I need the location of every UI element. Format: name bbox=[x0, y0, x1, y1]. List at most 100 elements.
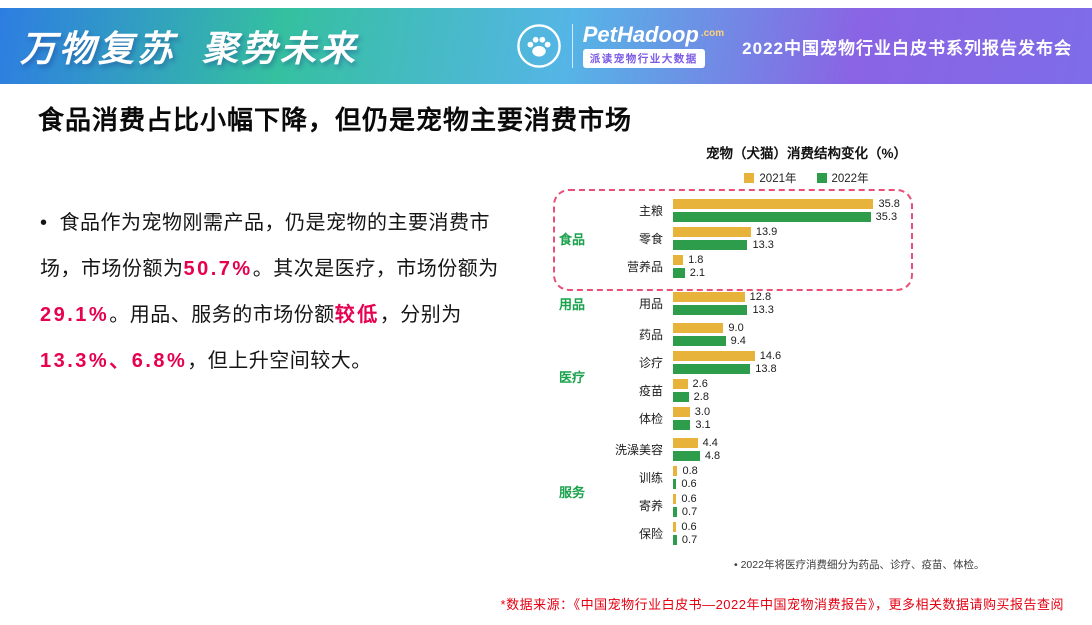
body-text: ，分别为 bbox=[379, 304, 462, 326]
bar-2021 bbox=[673, 322, 724, 333]
bar-value: 35.8 bbox=[878, 197, 900, 210]
bar-2021 bbox=[673, 198, 874, 209]
highlighted-text: 13.3%、6.8% bbox=[40, 350, 188, 372]
item-label: 营养品 bbox=[626, 259, 663, 274]
bar-line: 0.6 bbox=[673, 492, 1064, 505]
bar-line: 3.1 bbox=[673, 419, 1064, 431]
legend-item: 2021年 bbox=[744, 170, 797, 186]
bar-value: 0.8 bbox=[682, 464, 698, 477]
bar-line: 13.3 bbox=[673, 239, 1064, 251]
bar-line: 0.7 bbox=[673, 505, 1064, 518]
bar-2022 bbox=[673, 391, 689, 402]
item-label: 零食 bbox=[638, 231, 663, 246]
bar-2021 bbox=[673, 350, 755, 361]
bar-value: 0.6 bbox=[681, 492, 697, 505]
source-note: *数据来源：《中国宠物行业白皮书—2022年中国宠物消费报告》，更多相关数据请购… bbox=[500, 597, 1064, 612]
bar-2022 bbox=[673, 267, 685, 278]
group-label: 用品 bbox=[559, 296, 586, 312]
bar-value: 2.8 bbox=[693, 390, 709, 403]
item-label: 诊疗 bbox=[638, 355, 663, 370]
bullet-marker: • bbox=[40, 212, 48, 234]
bar-value: 9.4 bbox=[730, 334, 746, 347]
bar-line: 35.8 bbox=[673, 197, 1064, 210]
item-label: 保险 bbox=[638, 526, 663, 541]
bar-pair: 0.6 0.7 bbox=[673, 492, 1064, 518]
chart-group: 用品 用品 12.8 13.3 bbox=[559, 289, 1064, 317]
bar-line: 0.6 bbox=[673, 520, 1064, 533]
item-label: 体检 bbox=[638, 411, 663, 426]
bar-2022 bbox=[673, 363, 751, 374]
highlighted-text: 29.1% bbox=[40, 304, 110, 326]
chart-legend: 2021年 2022年 bbox=[549, 170, 1064, 186]
chart-row: 诊疗 14.6 13.8 bbox=[607, 349, 1064, 375]
bar-value: 2.1 bbox=[689, 266, 706, 279]
legend-label: 2022年 bbox=[831, 173, 869, 185]
bar-2022 bbox=[673, 239, 748, 250]
brand-subtitle: 派读宠物行业大数据 bbox=[582, 49, 705, 68]
bar-value: 35.3 bbox=[875, 210, 898, 223]
bar-line: 3.0 bbox=[673, 405, 1064, 418]
bar-value: 0.7 bbox=[681, 505, 698, 518]
highlighted-text: 50.7% bbox=[183, 258, 253, 280]
bar-line: 13.8 bbox=[673, 362, 1064, 375]
group-label: 食品 bbox=[559, 231, 586, 247]
body-text: 。用品、服务的市场份额 bbox=[109, 304, 335, 326]
bar-2021 bbox=[673, 254, 684, 265]
bar-2021 bbox=[673, 226, 751, 237]
bar-value: 4.4 bbox=[702, 436, 718, 449]
chart-footnote: • 2022年将医疗消费细分为药品、诊疗、疫苗、体检。 bbox=[734, 559, 985, 571]
bar-pair: 14.6 13.8 bbox=[673, 349, 1064, 375]
bar-2021 bbox=[673, 406, 690, 417]
item-label: 洗澡美容 bbox=[614, 442, 663, 457]
bar-value: 13.3 bbox=[752, 303, 774, 316]
bar-value: 1.8 bbox=[688, 253, 704, 266]
brand-block: PetHadoop .com 派读宠物行业大数据 2022中国宠物行业白皮书系列报… bbox=[516, 23, 1072, 69]
brand-name-suffix: .com bbox=[700, 28, 725, 39]
bar-line: 13.9 bbox=[673, 225, 1064, 238]
chart-row: 保险 0.6 0.7 bbox=[607, 520, 1064, 546]
item-label: 训练 bbox=[638, 470, 663, 485]
bar-value: 14.6 bbox=[759, 349, 782, 362]
bar-value: 9.0 bbox=[728, 321, 744, 334]
chart-group: 服务 洗澡美容 4.4 4.8 训练 0.8 0.6 寄养 0.6 0.7 保险 0.6 0.7 bbox=[559, 435, 1064, 547]
bar-2022 bbox=[673, 450, 700, 461]
bar-value: 0.6 bbox=[681, 520, 697, 533]
chart-row: 洗澡美容 4.4 4.8 bbox=[607, 436, 1064, 462]
bar-pair: 0.8 0.6 bbox=[673, 464, 1064, 490]
bar-line: 4.8 bbox=[673, 450, 1064, 462]
bar-value: 13.8 bbox=[755, 362, 777, 375]
bar-pair: 4.4 4.8 bbox=[673, 436, 1064, 462]
chart-row: 训练 0.8 0.6 bbox=[607, 464, 1064, 490]
bar-line: 0.6 bbox=[673, 478, 1064, 490]
bar-2021 bbox=[673, 521, 677, 532]
chart-row: 零食 13.9 13.3 bbox=[607, 225, 1064, 251]
bar-line: 13.3 bbox=[673, 303, 1064, 316]
chart-row: 用品 12.8 13.3 bbox=[607, 291, 1064, 316]
slogan-right: 聚势未来 bbox=[202, 28, 359, 69]
bar-pair: 1.8 2.1 bbox=[673, 253, 1064, 279]
bar-2021 bbox=[673, 437, 698, 448]
bar-value: 13.9 bbox=[755, 225, 778, 238]
summary-paragraph: 食品作为宠物刚需产品，仍是宠物的主要消费市场，市场份额为50.7%。其次是医疗，… bbox=[40, 212, 499, 372]
bar-pair: 2.6 2.8 bbox=[673, 378, 1064, 403]
bar-pair: 9.0 9.4 bbox=[673, 321, 1064, 347]
bar-2022 bbox=[673, 478, 677, 489]
group-items: 用品 12.8 13.3 bbox=[607, 289, 1064, 317]
bar-line: 0.8 bbox=[673, 464, 1064, 477]
chart-group: 医疗 药品 9.0 9.4 诊疗 14.6 13.8 疫苗 2.6 2.8 体检 3.0 3.1 bbox=[559, 320, 1064, 432]
bar-2022 bbox=[673, 304, 748, 315]
slogan: 万物复苏 聚势未来 bbox=[20, 20, 358, 72]
bar-value: 3.0 bbox=[694, 405, 711, 418]
brand-name: PetHadoop .com bbox=[583, 24, 724, 46]
bar-value: 0.7 bbox=[681, 533, 698, 546]
legend-label: 2021年 bbox=[759, 173, 797, 185]
bar-2022 bbox=[673, 534, 677, 545]
bar-line: 2.6 bbox=[673, 378, 1064, 390]
header-banner: 万物复苏 聚势未来 PetHadoop .com 派读宠物行业大数据 bbox=[0, 8, 1092, 84]
chart-row: 药品 9.0 9.4 bbox=[607, 321, 1064, 347]
consumption-structure-chart: 宠物（犬猫）消费结构变化（%） 2021年 2022年 食品 主粮 35.8 35.3 零… bbox=[549, 142, 1064, 572]
bar-2022 bbox=[673, 419, 691, 430]
legend-swatch-icon bbox=[816, 173, 827, 183]
chart-row: 疫苗 2.6 2.8 bbox=[607, 378, 1064, 403]
